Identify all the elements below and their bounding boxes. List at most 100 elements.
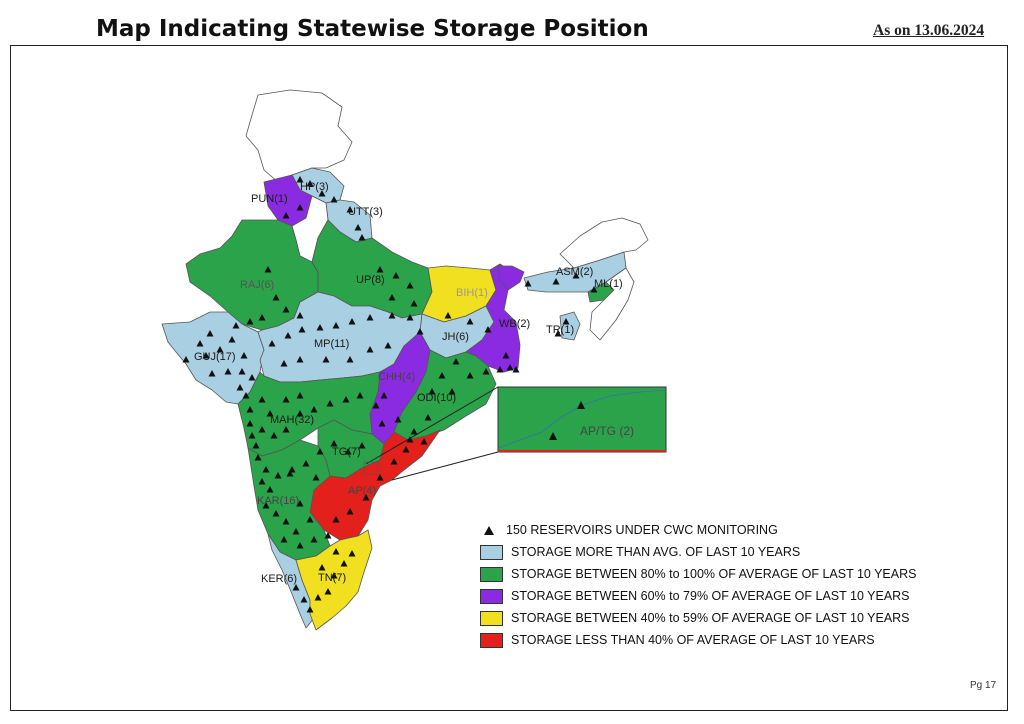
reservoir-marker bbox=[302, 460, 310, 467]
legend-swatch bbox=[480, 610, 503, 626]
reservoir-marker bbox=[332, 548, 340, 555]
legend-swatch bbox=[480, 632, 503, 648]
reservoir-marker bbox=[310, 406, 318, 413]
legend-item-below-40: STORAGE LESS THAN 40% OF AVERAGE OF LAST… bbox=[480, 629, 916, 651]
state-ar bbox=[559, 217, 649, 269]
state-ne-others bbox=[589, 267, 635, 341]
reservoir-marker bbox=[266, 486, 274, 493]
label-tn: TN(7) bbox=[318, 572, 346, 584]
legend-item-reservoirs: 150 RESERVOIRS UNDER CWC MONITORING bbox=[480, 519, 916, 541]
label-up: UP(8) bbox=[356, 274, 385, 286]
reservoir-marker bbox=[182, 356, 190, 363]
reservoir-marker bbox=[274, 472, 282, 479]
reservoir-marker bbox=[420, 438, 428, 445]
reservoir-marker bbox=[270, 432, 278, 439]
reservoir-marker bbox=[348, 550, 356, 557]
reservoir-marker bbox=[282, 518, 290, 525]
label-wb: WB(2) bbox=[499, 318, 530, 330]
reservoir-marker bbox=[346, 206, 354, 213]
reservoir-marker bbox=[482, 368, 490, 375]
reservoir-marker bbox=[366, 346, 374, 353]
reservoir-marker bbox=[208, 370, 216, 377]
reservoir-marker bbox=[332, 516, 340, 523]
reservoir-marker bbox=[312, 474, 320, 481]
label-ml: ML(1) bbox=[594, 278, 623, 290]
reservoir-marker bbox=[264, 266, 272, 273]
page-title: Map Indicating Statewise Storage Positio… bbox=[96, 16, 649, 42]
reservoir-marker bbox=[428, 388, 436, 395]
reservoir-marker bbox=[316, 448, 324, 455]
reservoir-marker bbox=[258, 478, 266, 485]
reservoir-marker bbox=[316, 324, 324, 331]
reservoir-marker bbox=[484, 326, 492, 333]
reservoir-marker bbox=[358, 442, 366, 449]
reservoir-marker bbox=[378, 420, 386, 427]
reservoir-marker bbox=[296, 312, 304, 319]
reservoir-marker bbox=[268, 340, 276, 347]
label-asm: ASM(2) bbox=[556, 266, 593, 278]
label-pun: PUN(1) bbox=[251, 193, 288, 205]
state-tr bbox=[559, 311, 581, 341]
reservoir-marker bbox=[246, 406, 254, 413]
state-labels: HP(3) PUN(1) UTT(3) RAJ(6) UP(8) BIH(1) … bbox=[194, 181, 634, 585]
legend-item-80-100: STORAGE BETWEEN 80% to 100% OF AVERAGE O… bbox=[480, 563, 916, 585]
reservoir-marker bbox=[298, 326, 306, 333]
map-frame bbox=[10, 45, 1008, 711]
reservoir-marker bbox=[410, 428, 418, 435]
reservoir-marker bbox=[228, 336, 236, 343]
reservoir-marker bbox=[284, 332, 292, 339]
reservoir-marker bbox=[326, 400, 334, 407]
reservoir-marker bbox=[286, 470, 294, 477]
reservoir-marker bbox=[248, 432, 256, 439]
reservoir-marker bbox=[296, 204, 304, 211]
label-ker: KER(6) bbox=[261, 573, 297, 585]
reservoir-marker bbox=[296, 356, 304, 363]
label-bih: BIH(1) bbox=[456, 287, 488, 299]
reservoir-marker bbox=[310, 536, 318, 543]
reservoir-marker bbox=[296, 392, 304, 399]
label-ap: AP(4) bbox=[348, 485, 376, 497]
label-inset: AP/TG (2) bbox=[580, 424, 634, 438]
label-mp: MP(11) bbox=[314, 338, 349, 350]
reservoir-marker bbox=[348, 318, 356, 325]
state-kar bbox=[247, 439, 331, 561]
reservoir-marker bbox=[282, 396, 290, 403]
reservoir-marker bbox=[272, 510, 280, 517]
legend-item-above-avg: STORAGE MORE THAN AVG. OF LAST 10 YEARS bbox=[480, 541, 916, 563]
reservoir-marker bbox=[524, 280, 532, 287]
reservoir-marker bbox=[388, 294, 396, 301]
reservoir-marker bbox=[552, 278, 560, 285]
label-odi: ODI(10) bbox=[417, 392, 456, 404]
page-number: Pg 17 bbox=[970, 680, 997, 691]
legend-swatch bbox=[480, 544, 503, 560]
reservoir-marker bbox=[330, 572, 338, 579]
reservoir-marker bbox=[502, 352, 510, 359]
reservoir-marker bbox=[424, 414, 432, 421]
reservoir-marker bbox=[236, 384, 244, 391]
reservoir-marker bbox=[202, 352, 210, 359]
reservoir-marker bbox=[512, 366, 520, 373]
reservoir-marker bbox=[332, 322, 340, 329]
reservoir-marker bbox=[292, 528, 300, 535]
reservoir-marker bbox=[324, 532, 332, 539]
reservoir-marker bbox=[306, 606, 314, 613]
reservoir-marker bbox=[206, 330, 214, 337]
reservoir-marker bbox=[224, 368, 232, 375]
reservoir-marker bbox=[346, 508, 354, 515]
reservoir-marker bbox=[362, 494, 370, 501]
as-on-date: As on 13.06.2024 bbox=[873, 22, 985, 39]
state-ap bbox=[309, 429, 441, 541]
reservoir-marker bbox=[562, 318, 570, 325]
reservoir-marker bbox=[376, 474, 384, 481]
reservoir-marker bbox=[394, 416, 402, 423]
reservoir-marker bbox=[280, 536, 288, 543]
reservoir-marker bbox=[272, 294, 280, 301]
reservoir-marker bbox=[240, 352, 248, 359]
reservoir-marker bbox=[376, 266, 384, 273]
reservoir-marker bbox=[258, 426, 266, 433]
reservoir-marker bbox=[296, 500, 304, 507]
reservoir-marker bbox=[384, 342, 392, 349]
reservoir-marker bbox=[254, 454, 262, 461]
reservoir-marker bbox=[248, 374, 256, 381]
